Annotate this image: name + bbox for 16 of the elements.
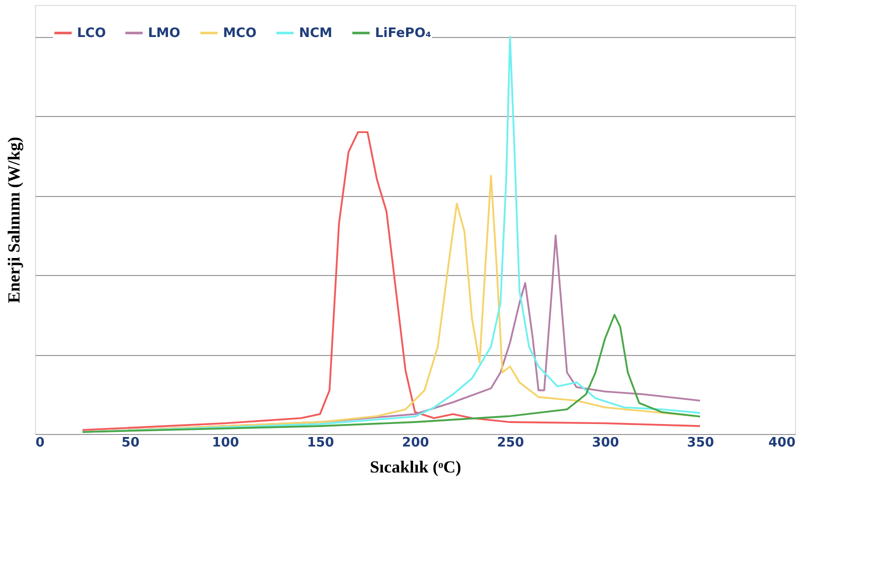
legend-label: LCO xyxy=(77,26,106,41)
x-tick-label: 300 xyxy=(592,436,620,450)
x-axis-title: Sıcaklık (ᵒC) xyxy=(370,458,462,476)
legend-label: NCM xyxy=(299,26,332,41)
legend-label: LiFePO₄ xyxy=(375,26,432,41)
y-axis-title: Enerji Salınımı (W/kg) xyxy=(4,136,24,304)
x-tick-label: 350 xyxy=(686,436,714,450)
legend-label: MCO xyxy=(223,26,257,41)
x-tick-label: 150 xyxy=(306,436,334,450)
x-tick-label: 0 xyxy=(36,436,45,450)
x-tick-label: 250 xyxy=(496,436,524,450)
x-tick-label: 50 xyxy=(121,436,140,450)
x-tick-label: 200 xyxy=(402,436,430,450)
legend-label: LMO xyxy=(148,26,180,41)
x-tick-label: 400 xyxy=(768,436,796,450)
x-tick-label: 100 xyxy=(212,436,240,450)
